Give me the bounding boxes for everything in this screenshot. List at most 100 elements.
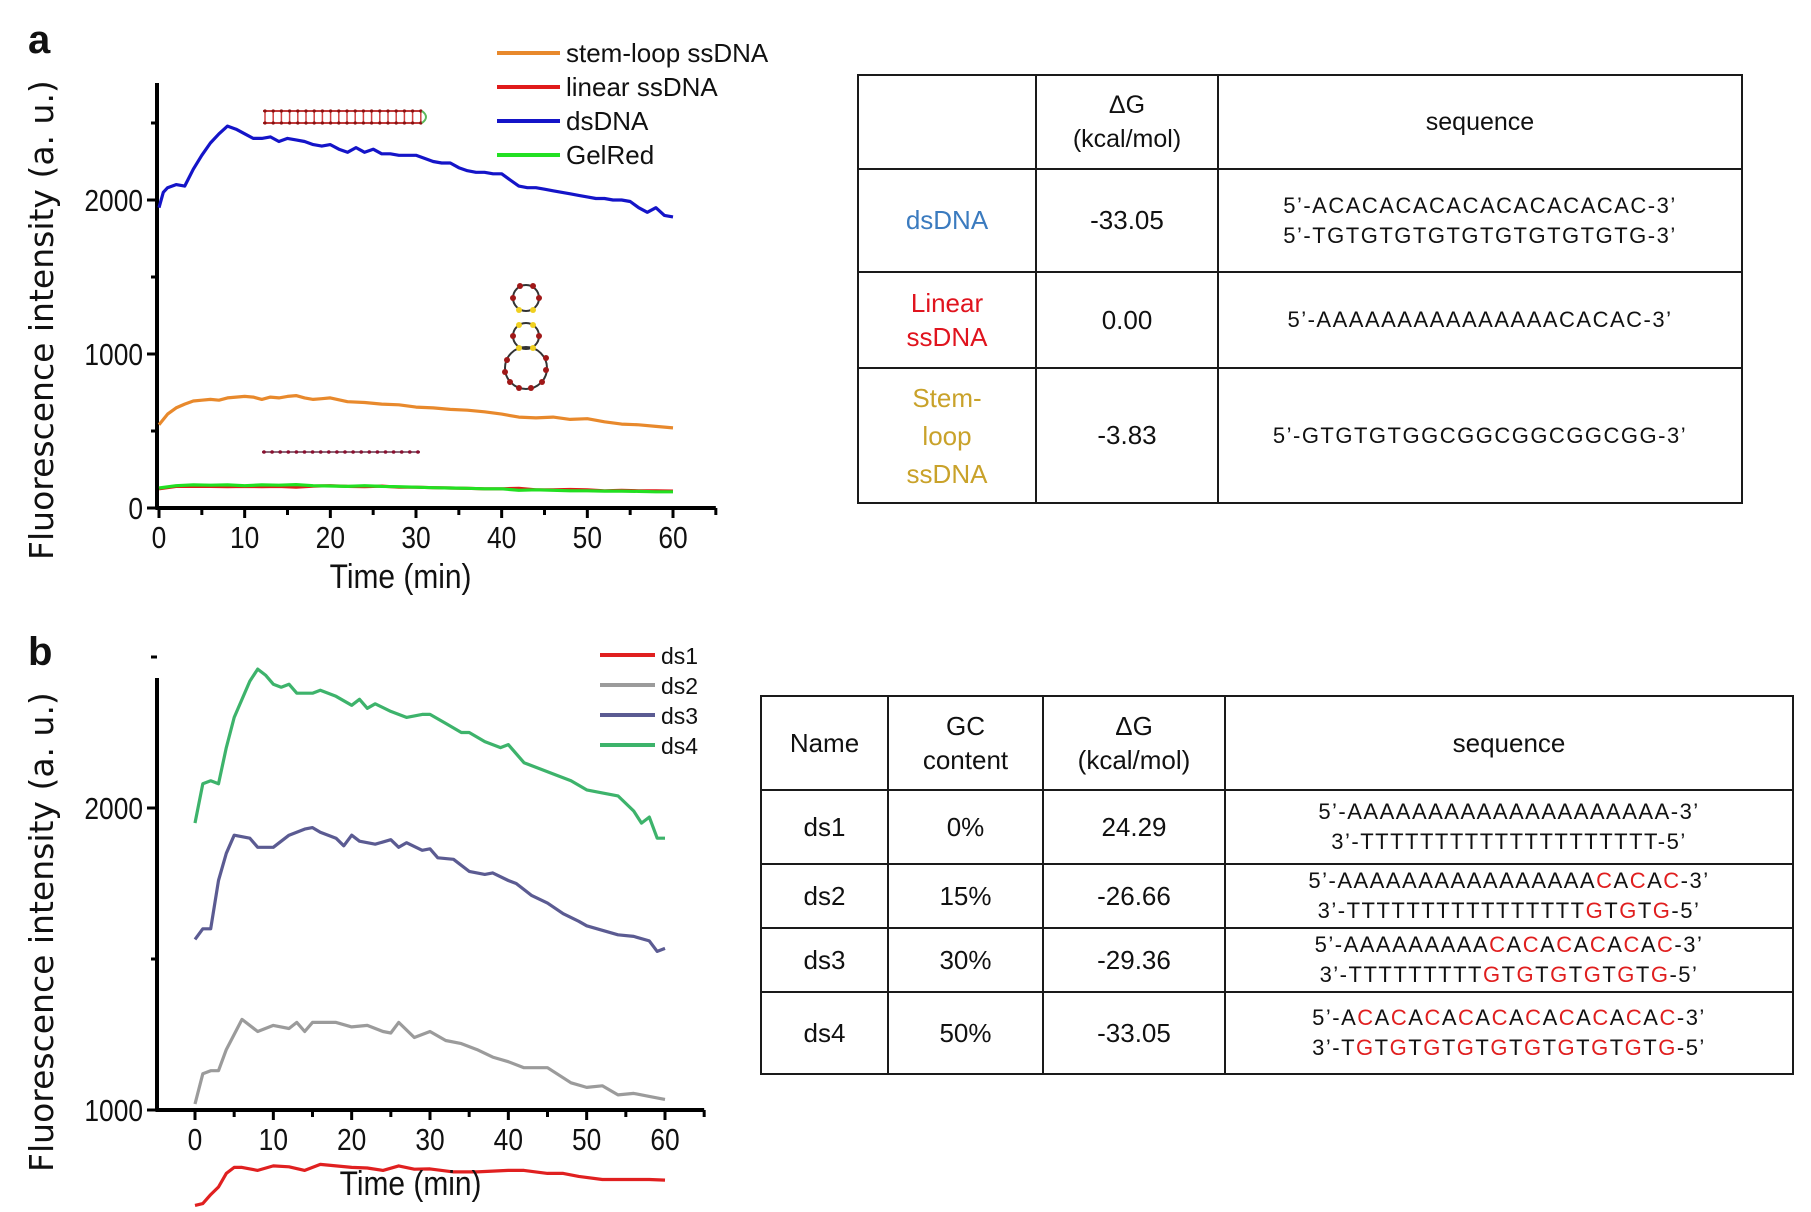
gc-highlight-base: G <box>1482 962 1502 987</box>
row-dg: 0.00 <box>1035 271 1219 369</box>
header-name: Name <box>760 695 889 791</box>
base <box>304 121 308 125</box>
gc-highlight-base: G <box>1583 962 1603 987</box>
base <box>536 295 542 301</box>
base <box>416 450 420 454</box>
row-name-dsDNA: dsDNA <box>857 168 1037 273</box>
sequence-segment: T <box>1441 1035 1457 1060</box>
sequence-segment: A <box>1647 868 1664 893</box>
sequence-segment: T <box>1508 1035 1524 1060</box>
cell-gc: 30% <box>887 927 1044 993</box>
gc-highlight-base: G <box>1389 1035 1409 1060</box>
base <box>337 109 341 113</box>
sequence-segment: T <box>1635 962 1651 987</box>
sequence-segment: A <box>1607 932 1624 957</box>
base <box>320 121 324 125</box>
sequence-segment: 3’-TTTTTTTTTTTTTTTT <box>1317 898 1586 923</box>
base <box>394 109 398 113</box>
sequence-segment: -5’ <box>1671 898 1701 923</box>
sequence-top: 5’-AAAAAAAAAAAAAAAACACAC-3’ <box>1226 866 1792 896</box>
sequence-segment: A <box>1640 932 1658 957</box>
sequence-segment: T <box>1374 1035 1390 1060</box>
base <box>528 385 534 391</box>
series-line-ds3 <box>193 826 666 953</box>
gc-highlight-base: G <box>1516 962 1536 987</box>
cell-sequence: 5’-AAAAAAAAACACACACACAC-3’ 3’-TTTTTTTTTGT… <box>1224 927 1794 993</box>
gc-highlight-base: C <box>1596 868 1614 893</box>
base <box>337 121 341 125</box>
gc-highlight-base: G <box>1585 898 1605 923</box>
base <box>510 295 516 301</box>
base <box>304 109 308 113</box>
base <box>517 283 523 289</box>
table-row: ds2 15% -26.66 5’-AAAAAAAAAAAAAAAACACAC-… <box>760 863 1794 929</box>
base <box>329 121 333 125</box>
legend-label: ds1 <box>661 643 698 669</box>
base <box>263 121 267 125</box>
base <box>296 121 300 125</box>
gc-highlight-base: C <box>1489 932 1507 957</box>
sequence-line: 5’-AAAAAAAAAAAAAAACACAC-3’ <box>1287 307 1673 332</box>
gc-highlight-base: C <box>1357 1005 1375 1030</box>
sequence-top: 5’-AAAAAAAAAAAAAAAAAAAA-3’ <box>1226 797 1792 827</box>
base <box>294 450 299 454</box>
sequence-segment: A <box>1540 932 1557 957</box>
base <box>345 121 349 125</box>
panel-a-label: a <box>28 18 51 62</box>
base <box>329 109 333 113</box>
cell-dg: -29.36 <box>1042 927 1226 993</box>
base <box>516 385 522 391</box>
header-gc-content: GC content <box>887 695 1044 791</box>
base <box>530 283 536 289</box>
gc-highlight-base: G <box>1619 898 1638 923</box>
series-line-ds1 <box>194 1162 666 1207</box>
series-line-GelRed <box>158 483 673 494</box>
x-tick-label: 30 <box>415 1123 444 1157</box>
base <box>411 109 415 113</box>
sequence-segment: T <box>1535 962 1551 987</box>
gc-highlight-base: C <box>1589 932 1608 957</box>
base <box>279 121 283 125</box>
gc-highlight-base: C <box>1629 868 1648 893</box>
base <box>378 109 382 113</box>
base <box>335 450 339 454</box>
base <box>345 109 349 113</box>
sequence-line: 5’-TGTGTGTGTGTGTGTGTGTG-3’ <box>1283 222 1677 248</box>
sequence-bottom: 3’-TTTTTTTTTTTTTTTTTTTT-5’ <box>1226 827 1792 857</box>
base <box>361 109 365 113</box>
gc-highlight-base: C <box>1525 1005 1543 1030</box>
base <box>402 109 406 113</box>
x-tick-label: 40 <box>487 521 516 555</box>
base <box>270 450 274 454</box>
x-tick-label: 60 <box>650 1123 679 1157</box>
series-line-stem-loop-ssDNA <box>157 394 674 430</box>
base <box>343 450 347 454</box>
cell-name: ds1 <box>760 789 889 865</box>
sequence-segment: A <box>1576 1005 1593 1030</box>
base <box>543 355 549 361</box>
base <box>391 450 396 454</box>
table-a-header-dg: ΔG (kcal/mol) <box>1035 74 1219 170</box>
cell-dg: -33.05 <box>1042 991 1226 1075</box>
base <box>327 450 331 454</box>
cell-name: ds4 <box>760 991 889 1075</box>
cell-dg: -26.66 <box>1042 863 1226 929</box>
base <box>271 121 275 125</box>
cell-sequence: 5’-ACACACACACACACACACAC-3’ 3’-TGTGTGTGTGT… <box>1224 991 1794 1075</box>
cell-name: ds2 <box>760 863 889 929</box>
gc-highlight-base: G <box>1658 1035 1677 1060</box>
sequence-segment: -3’ <box>1680 868 1710 893</box>
dsDNA-duplex-icon <box>263 109 427 125</box>
base <box>536 333 542 339</box>
stem-loop-ssDNA-icon <box>502 283 549 391</box>
row-sequence: 5’-GTGTGTGGCGGCGGCGGCGG-3’ <box>1217 367 1743 504</box>
sequence-segment: T <box>1408 1035 1424 1060</box>
table-row: Linear ssDNA 0.00 5’-AAAAAAAAAAAAAAACACAC… <box>857 271 1743 369</box>
chart-a-x-axis-title: Time (min) <box>329 558 472 596</box>
table-row: dsDNA -33.05 5’-ACACACACACACACACACAC-3’ … <box>857 168 1743 273</box>
base <box>543 367 549 373</box>
cell-name: ds3 <box>760 927 889 993</box>
base <box>279 109 283 113</box>
sequence-segment: -3’ <box>1676 1005 1706 1030</box>
sequence-segment: T <box>1602 962 1618 987</box>
